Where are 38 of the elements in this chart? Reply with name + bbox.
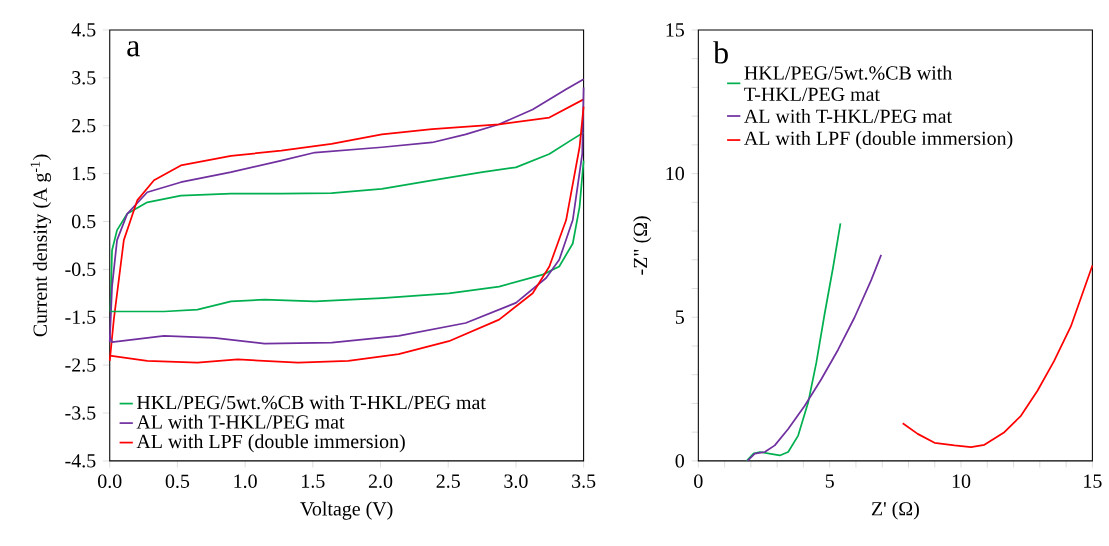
y-tick-label: 2.5 xyxy=(72,119,96,133)
legend-label: HKL/PEG/5wt.%CB with T-HKL/PEG mat xyxy=(136,395,486,410)
y-tick-label: 0.5 xyxy=(71,214,96,229)
x-tick-label: 2.5 xyxy=(436,474,460,489)
y-tick-label: 15 xyxy=(666,23,684,37)
y-tick-label: 3.5 xyxy=(72,71,96,85)
annotation: a xyxy=(127,41,140,57)
legend-label: HKL/PEG/5wt.%CB with T-HKL/PEG mat xyxy=(744,65,952,102)
x-axis-title: Voltage (V) xyxy=(300,501,393,520)
x-tick-label: 0.0 xyxy=(98,474,122,489)
y-tick-label: 1.5 xyxy=(72,167,96,181)
y-tick-label: -3.5 xyxy=(65,406,96,420)
x-axis-title: Z' (Ω) xyxy=(871,501,919,520)
x-tick-label: 0.5 xyxy=(165,474,190,489)
x-tick-label: 3.0 xyxy=(504,474,528,489)
x-tick-label: 1.5 xyxy=(302,474,325,489)
legend-label: AL with T-HKL/PEG mat xyxy=(744,109,952,124)
annotation: b xyxy=(713,41,728,64)
x-tick-label: 3.5 xyxy=(572,474,596,489)
y-axis-title: Current density (A g$^{-1}$) xyxy=(30,154,52,337)
y-tick-label: -0.5 xyxy=(65,262,96,277)
x-tick-label: 2.0 xyxy=(368,474,393,489)
legend-label: AL with T-HKL/PEG mat xyxy=(136,414,345,429)
y-tick-label: -2.5 xyxy=(65,358,96,373)
x-tick-label: 0 xyxy=(694,474,703,489)
y-axis-title: -Z" (Ω) xyxy=(633,216,652,275)
x-tick-label: 10 xyxy=(952,474,971,489)
y-tick-label: 5 xyxy=(675,310,684,325)
x-tick-label: 15 xyxy=(1084,474,1102,488)
y-tick-label: 4.5 xyxy=(71,23,96,37)
legend-label: AL with LPF (double immersion) xyxy=(744,131,1013,150)
y-tick-label: -1.5 xyxy=(65,310,96,325)
x-tick-label: 1.0 xyxy=(234,474,257,489)
x-tick-label: 5 xyxy=(825,474,834,488)
y-tick-label: 0 xyxy=(675,454,685,468)
y-tick-label: -4.5 xyxy=(65,454,96,468)
legend-label: AL with LPF (double immersion) xyxy=(136,434,405,453)
y-tick-label: 10 xyxy=(666,167,685,181)
